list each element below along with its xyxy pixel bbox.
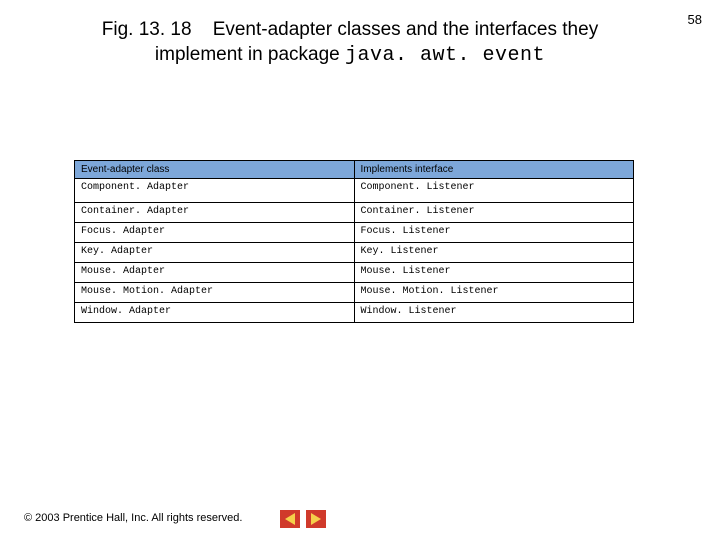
table-header-row: Event-adapter class Implements interface [75, 161, 634, 179]
page-number: 58 [688, 12, 702, 27]
column-header-interface: Implements interface [354, 161, 634, 179]
table-row: Key. Adapter Key. Listener [75, 243, 634, 263]
table-row: Mouse. Adapter Mouse. Listener [75, 263, 634, 283]
cell-interface: Container. Listener [354, 203, 634, 223]
cell-interface: Key. Listener [354, 243, 634, 263]
cell-adapter: Focus. Adapter [75, 223, 355, 243]
table-row: Window. Adapter Window. Listener [75, 303, 634, 323]
figure-number: Fig. 13. 18 [102, 19, 192, 40]
table-row: Focus. Adapter Focus. Listener [75, 223, 634, 243]
cell-interface: Mouse. Listener [354, 263, 634, 283]
cell-adapter: Component. Adapter [75, 179, 355, 203]
cell-interface: Mouse. Motion. Listener [354, 283, 634, 303]
figure-title: Fig. 13. 18 Event-adapter classes and th… [70, 18, 630, 69]
nav-arrows [280, 510, 326, 528]
cell-adapter: Container. Adapter [75, 203, 355, 223]
cell-adapter: Mouse. Motion. Adapter [75, 283, 355, 303]
cell-adapter: Mouse. Adapter [75, 263, 355, 283]
cell-adapter: Window. Adapter [75, 303, 355, 323]
table-row: Mouse. Motion. Adapter Mouse. Motion. Li… [75, 283, 634, 303]
cell-interface: Window. Listener [354, 303, 634, 323]
table-row: Component. Adapter Component. Listener [75, 179, 634, 203]
cell-interface: Focus. Listener [354, 223, 634, 243]
prev-button[interactable] [280, 510, 300, 528]
table-row: Container. Adapter Container. Listener [75, 203, 634, 223]
column-header-adapter: Event-adapter class [75, 161, 355, 179]
figure-code: java. awt. event [345, 44, 545, 67]
next-button[interactable] [306, 510, 326, 528]
arrow-right-icon [311, 513, 321, 525]
arrow-left-icon [285, 513, 295, 525]
cell-adapter: Key. Adapter [75, 243, 355, 263]
copyright-footer: © 2003 Prentice Hall, Inc. All rights re… [24, 512, 242, 524]
adapter-table: Event-adapter class Implements interface… [74, 160, 634, 323]
cell-interface: Component. Listener [354, 179, 634, 203]
